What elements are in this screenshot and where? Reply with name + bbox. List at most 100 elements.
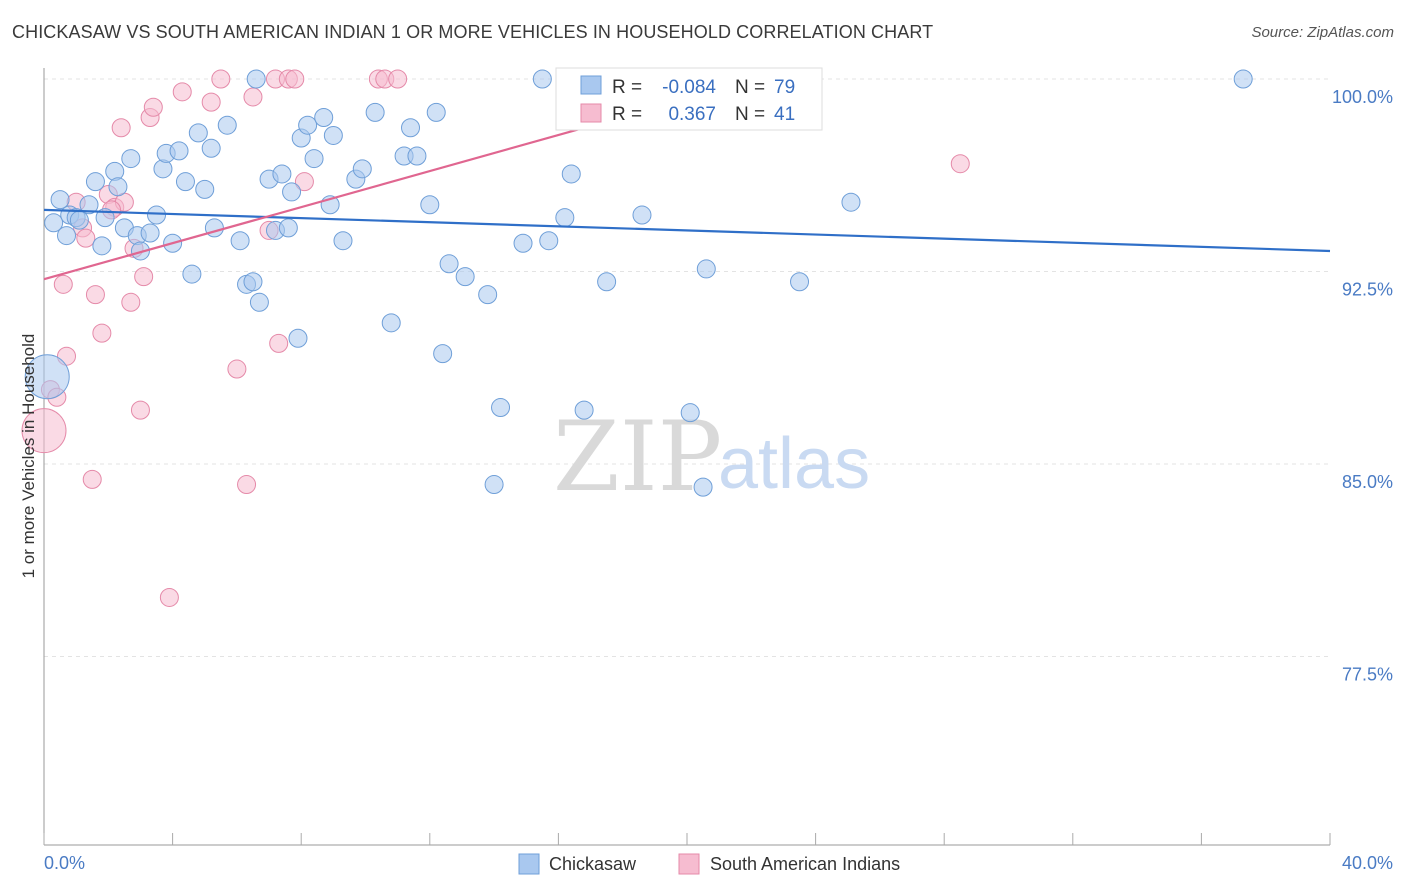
point-chickasaw-72 (680, 403, 700, 423)
point-chickasaw-68 (574, 400, 594, 420)
point-chickasaw-71 (632, 205, 652, 225)
stats-r-label-sai: R = (612, 104, 642, 125)
point-chickasaw-10 (95, 208, 115, 228)
point-sai-33 (294, 172, 314, 192)
legend-swatch-sai (678, 853, 700, 875)
point-chickasaw-55 (420, 195, 440, 215)
point-chickasaw-38 (278, 218, 298, 238)
legend-label-chickasaw: Chickasaw (549, 854, 637, 874)
point-chickasaw-23 (175, 172, 195, 192)
point-chickasaw-46 (323, 125, 343, 145)
point-chickasaw-12 (108, 177, 128, 197)
point-chickasaw-58 (439, 254, 459, 274)
point-chickasaw-17 (140, 223, 160, 243)
point-chickasaw-77 (1233, 69, 1253, 89)
point-chickasaw-3 (57, 226, 77, 246)
point-sai-9 (92, 323, 112, 343)
point-chickasaw-39 (282, 182, 302, 202)
point-chickasaw-19 (153, 159, 173, 179)
point-chickasaw-34 (249, 292, 269, 312)
point-chickasaw-44 (314, 108, 334, 127)
y-tick-label-3: 77.5% (1342, 665, 1393, 685)
point-sai-25 (227, 359, 247, 379)
point-chickasaw-7 (79, 195, 99, 215)
point-chickasaw-42 (298, 115, 318, 135)
point-chickasaw-9 (92, 236, 112, 256)
point-chickasaw-47 (333, 231, 353, 251)
point-sai-16 (130, 400, 150, 420)
point-chickasaw-29 (217, 115, 237, 135)
point-chickasaw-30 (230, 231, 250, 251)
point-chickasaw-63 (513, 233, 533, 253)
legend-swatch-chickasaw (518, 853, 540, 875)
trend-line-chickasaw (43, 208, 1331, 253)
point-chickasaw-57 (433, 344, 453, 364)
point-chickasaw-14 (121, 149, 141, 169)
point-sai-27 (243, 87, 263, 107)
point-sai-17 (134, 267, 154, 287)
point-chickasaw-16 (130, 241, 150, 261)
point-sai-7 (76, 228, 96, 248)
point-sai-12 (111, 118, 131, 138)
point-chickasaw-73 (693, 477, 713, 497)
point-chickasaw-33 (246, 69, 266, 89)
point-chickasaw-61 (484, 475, 504, 495)
point-chickasaw-76 (841, 192, 861, 212)
point-sai-39 (950, 154, 970, 174)
point-sai-24 (211, 69, 231, 89)
stats-n-value-chickasaw: 79 (774, 77, 795, 98)
point-chickasaw-26 (195, 179, 215, 199)
y-tick-label-1: 92.5% (1342, 280, 1393, 300)
point-sai-26 (237, 475, 257, 495)
stats-n-label-chickasaw: N = (735, 77, 765, 98)
point-chickasaw-1 (44, 213, 64, 233)
point-chickasaw-54 (407, 146, 427, 166)
point-chickasaw-65 (539, 231, 559, 251)
point-chickasaw-40 (288, 328, 308, 348)
chart-title: CHICKASAW VS SOUTH AMERICAN INDIAN 1 OR … (12, 22, 934, 42)
y-tick-label-2: 85.0% (1342, 472, 1393, 492)
stats-n-label-sai: N = (735, 104, 765, 125)
point-chickasaw-24 (182, 264, 202, 284)
point-chickasaw-11 (105, 161, 125, 181)
point-sai-32 (285, 69, 305, 89)
stats-swatch-chickasaw (580, 75, 602, 95)
point-chickasaw-53 (401, 118, 421, 138)
point-chickasaw-51 (381, 313, 401, 333)
source-credit: Source: ZipAtlas.com (1251, 24, 1394, 41)
point-chickasaw-37 (272, 164, 292, 184)
legend: Chickasaw South American Indians (518, 853, 900, 875)
point-chickasaw-60 (478, 285, 498, 305)
point-sai-3 (53, 274, 73, 294)
point-chickasaw-56 (426, 102, 446, 122)
point-chickasaw-2 (50, 190, 70, 210)
watermark-atlas: atlas (718, 424, 870, 504)
point-sai-14 (121, 292, 141, 312)
point-chickasaw-64 (532, 69, 552, 89)
point-chickasaw-49 (352, 159, 372, 179)
point-chickasaw-25 (188, 123, 208, 143)
stats-n-value-sai: 41 (774, 104, 795, 125)
point-sai-0 (21, 408, 67, 454)
point-chickasaw-67 (561, 164, 581, 184)
point-sai-19 (143, 97, 163, 117)
stats-r-label-chickasaw: R = (612, 77, 642, 98)
point-sai-36 (388, 69, 408, 89)
stats-r-value-chickasaw: -0.084 (662, 77, 716, 98)
stats-r-value-sai: 0.367 (668, 104, 716, 125)
y-tick-labels: 100.0% 92.5% 85.0% 77.5% (1332, 87, 1393, 685)
point-sai-20 (82, 469, 102, 489)
point-chickasaw-18 (147, 205, 167, 225)
point-sai-8 (85, 285, 105, 305)
point-chickasaw-0 (24, 354, 70, 400)
point-sai-21 (159, 587, 179, 607)
point-chickasaw-22 (169, 141, 189, 161)
point-chickasaw-50 (365, 102, 385, 122)
point-chickasaw-43 (304, 149, 324, 169)
point-chickasaw-66 (555, 208, 575, 228)
point-chickasaw-74 (696, 259, 716, 279)
point-chickasaw-75 (790, 272, 810, 292)
x-tick-label-min: 0.0% (44, 853, 85, 873)
point-chickasaw-59 (455, 267, 475, 287)
